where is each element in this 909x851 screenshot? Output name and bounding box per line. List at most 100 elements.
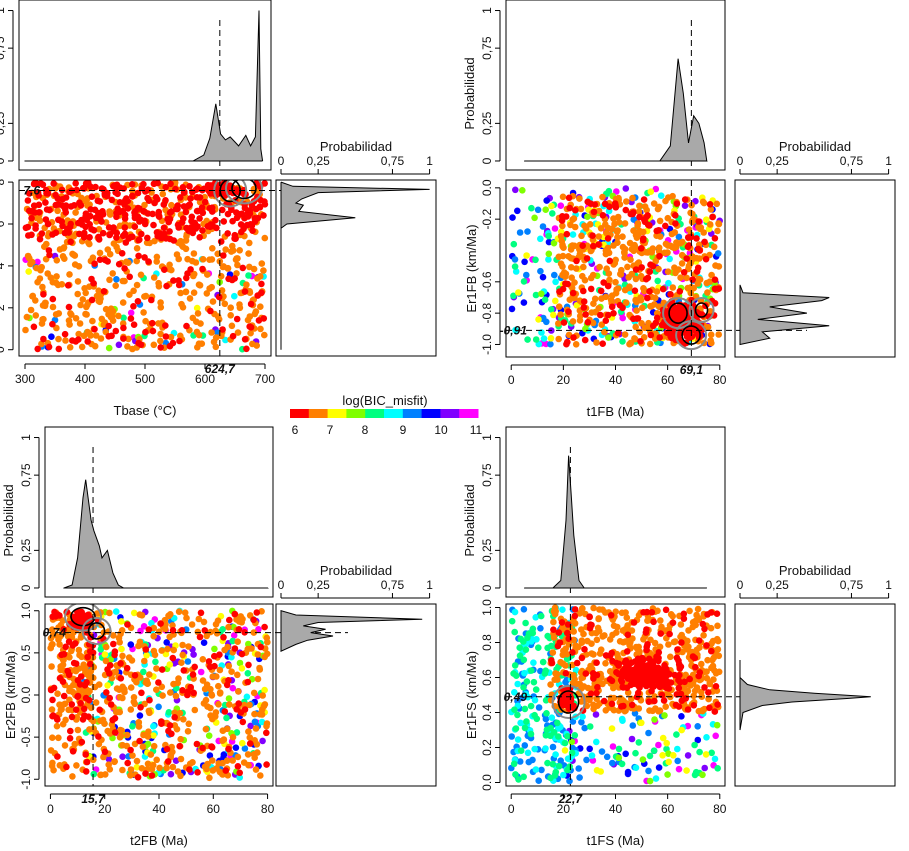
scatter-point (545, 256, 552, 263)
scatter-point (534, 206, 542, 214)
scatter-point (557, 757, 564, 764)
scatter-point (592, 711, 600, 718)
scatter-point (82, 768, 90, 775)
x-tick-label: 700 (255, 372, 275, 386)
scatter-point (72, 180, 79, 187)
scatter-point (124, 759, 131, 767)
scatter-point (94, 197, 102, 205)
scatter-point (655, 265, 662, 273)
scatter-point (586, 613, 593, 620)
scatter-point (30, 323, 38, 331)
scatter-point (621, 248, 628, 256)
scatter-point (619, 304, 626, 312)
scatter-point (589, 670, 597, 677)
scatter-point (261, 234, 269, 242)
scatter-point (564, 766, 571, 774)
scatter-point (229, 733, 237, 741)
x-tick-label: 0 (508, 373, 515, 387)
scatter-point (572, 206, 579, 214)
scatter-point (257, 303, 264, 311)
scatter-point (598, 295, 605, 302)
scatter-point (590, 300, 597, 308)
scatter-point (194, 344, 201, 351)
contour-inner (231, 180, 257, 200)
scatter-point (155, 703, 162, 711)
scatter-point (159, 190, 167, 198)
marginal-y-density (739, 660, 871, 731)
scatter-point (637, 245, 645, 252)
scatter-point (566, 204, 573, 212)
scatter-point (648, 609, 656, 616)
scatter-point (166, 215, 174, 223)
scatter-point (67, 238, 74, 246)
marginal-x-title: Probabilidad (462, 57, 477, 129)
scatter-point (524, 749, 532, 757)
scatter-point (561, 747, 569, 754)
scatter-point (101, 190, 109, 197)
marginal-y-tick-label: 1 (885, 578, 892, 592)
scatter-point (624, 768, 632, 776)
scatter-point (552, 278, 559, 286)
scatter-point (225, 695, 233, 702)
scatter-point (223, 757, 231, 764)
scatter-point (53, 722, 61, 730)
scatter-point (38, 230, 46, 237)
scatter-point (42, 199, 49, 206)
scatter-point (647, 676, 654, 683)
scatter-point (612, 278, 619, 286)
scatter-point (551, 271, 558, 279)
scatter-point (42, 216, 50, 223)
scatter-point (56, 641, 63, 648)
scatter-point (217, 272, 225, 280)
scatter-point (607, 612, 615, 619)
scatter-point (564, 338, 571, 346)
scatter-point (681, 202, 689, 209)
scatter-point (552, 751, 559, 758)
scatter-point (193, 304, 201, 312)
scatter-point (76, 230, 83, 238)
scatter-point (562, 670, 570, 677)
scatter-point (587, 285, 595, 293)
scatter-point (66, 344, 74, 351)
scatter-point (146, 709, 153, 717)
scatter-point (84, 338, 91, 345)
scatter-point (683, 767, 690, 774)
y-tick-label: 0.5 (19, 644, 33, 661)
x-tick-label: 20 (98, 802, 112, 816)
scatter-point (58, 281, 66, 288)
scatter-point (702, 751, 710, 758)
scatter-point (667, 653, 674, 661)
scatter-point (562, 645, 569, 652)
scatter-point (703, 216, 710, 223)
scatter-point (116, 693, 124, 701)
scatter-point (234, 638, 241, 645)
scatter-point (151, 237, 158, 245)
scatter-point (101, 651, 109, 658)
scatter-point (190, 250, 198, 257)
scatter-point (678, 639, 685, 646)
scatter-point (706, 201, 714, 208)
scatter-point (654, 277, 661, 285)
scatter-point (589, 757, 597, 764)
scatter-point (131, 672, 139, 679)
scatter-point (693, 235, 700, 242)
scatter-point (137, 271, 145, 279)
scatter-point (714, 622, 721, 630)
marginal-x-tick-label: 0 (480, 584, 494, 591)
scatter-point (226, 701, 233, 708)
scatter-point (580, 298, 588, 305)
scatter-point (508, 305, 516, 313)
scatter-point (562, 280, 569, 287)
scatter-point (578, 654, 586, 662)
scatter-point (245, 272, 252, 279)
scatter-point (571, 620, 579, 627)
scatter-point (633, 307, 640, 314)
scatter-point (606, 676, 614, 683)
scatter-point (597, 287, 605, 295)
scatter-point (246, 239, 253, 247)
scatter-point (640, 196, 648, 203)
scatter-point (674, 745, 681, 753)
scatter-point (677, 690, 685, 698)
scatter-point (208, 204, 216, 211)
